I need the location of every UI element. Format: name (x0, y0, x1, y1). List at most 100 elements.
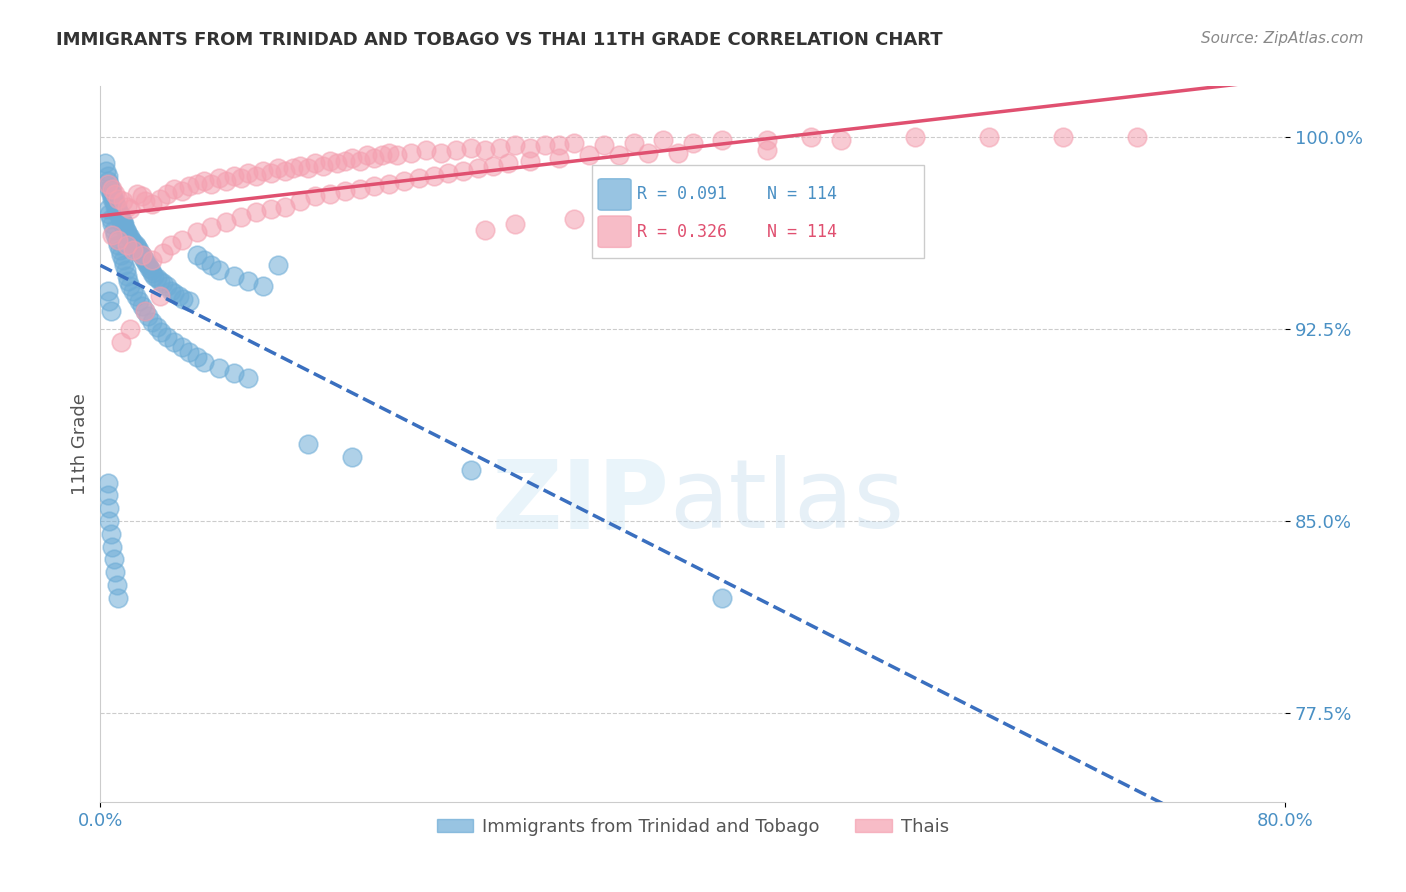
Point (682, 136, 704, 150)
Point (755, 143, 778, 157)
Point (150, 325, 173, 339)
Point (274, 200, 297, 214)
Point (489, 141, 512, 155)
Point (637, 145, 659, 160)
Point (222, 169, 245, 183)
Point (105, 233, 128, 247)
Point (415, 143, 437, 157)
Point (104, 197, 127, 211)
Point (652, 133, 675, 147)
Point (112, 258, 135, 272)
Point (107, 591, 129, 605)
Point (193, 253, 215, 268)
Point (363, 179, 385, 194)
Point (101, 186, 124, 201)
Point (437, 166, 460, 180)
Point (96, 163, 118, 178)
Point (108, 207, 131, 221)
Point (186, 248, 208, 262)
Point (245, 169, 267, 183)
Point (105, 202, 128, 216)
Point (260, 166, 283, 180)
Point (122, 284, 145, 298)
Point (115, 225, 138, 239)
Text: atlas: atlas (669, 455, 904, 548)
Point (104, 227, 127, 242)
Point (98, 501, 121, 516)
Point (349, 153, 371, 168)
Point (101, 218, 124, 232)
Point (593, 138, 616, 153)
Point (118, 278, 141, 293)
Point (356, 148, 378, 162)
Point (103, 552, 125, 566)
Point (319, 153, 342, 168)
Point (297, 437, 319, 451)
Point (107, 204, 129, 219)
Point (111, 194, 134, 209)
Point (134, 194, 156, 209)
Point (290, 194, 312, 209)
Point (215, 215, 238, 229)
Point (97, 169, 120, 183)
Point (229, 210, 252, 224)
Point (904, 130, 927, 145)
Point (503, 218, 526, 232)
Point (474, 143, 496, 157)
Point (371, 148, 394, 162)
Point (134, 304, 156, 318)
Point (125, 289, 148, 303)
Point (519, 141, 541, 155)
Point (170, 233, 193, 247)
Point (122, 235, 145, 250)
Point (142, 268, 165, 283)
Point (267, 161, 290, 176)
Point (503, 138, 526, 153)
Point (170, 184, 193, 198)
Point (229, 171, 252, 186)
Point (127, 240, 149, 254)
Point (652, 207, 675, 221)
Point (97, 475, 120, 490)
Point (100, 526, 122, 541)
Point (98, 207, 121, 221)
Point (132, 251, 155, 265)
Point (482, 159, 505, 173)
Point (98, 294, 121, 309)
Point (138, 260, 160, 275)
Point (160, 238, 183, 252)
Point (392, 174, 415, 188)
Point (145, 319, 167, 334)
Point (118, 202, 141, 216)
Point (152, 245, 174, 260)
Point (111, 253, 134, 268)
Point (141, 197, 163, 211)
Point (548, 151, 571, 165)
Point (108, 210, 131, 224)
Point (105, 578, 128, 592)
Point (139, 263, 162, 277)
Point (114, 222, 136, 236)
Y-axis label: 11th Grade: 11th Grade (72, 393, 89, 495)
Point (98, 181, 121, 195)
Point (149, 274, 172, 288)
Point (156, 278, 179, 293)
Point (186, 351, 208, 365)
Point (422, 169, 444, 183)
Point (134, 304, 156, 318)
Point (200, 258, 222, 272)
Point (193, 174, 215, 188)
Point (135, 256, 157, 270)
Point (97, 177, 120, 191)
Point (179, 179, 201, 194)
Point (156, 330, 179, 344)
Point (97, 174, 120, 188)
Point (562, 136, 585, 150)
Point (238, 166, 260, 180)
Point (186, 225, 208, 239)
Point (110, 248, 132, 262)
Point (100, 186, 122, 201)
Point (215, 174, 238, 188)
Point (112, 218, 135, 232)
Point (496, 156, 519, 170)
